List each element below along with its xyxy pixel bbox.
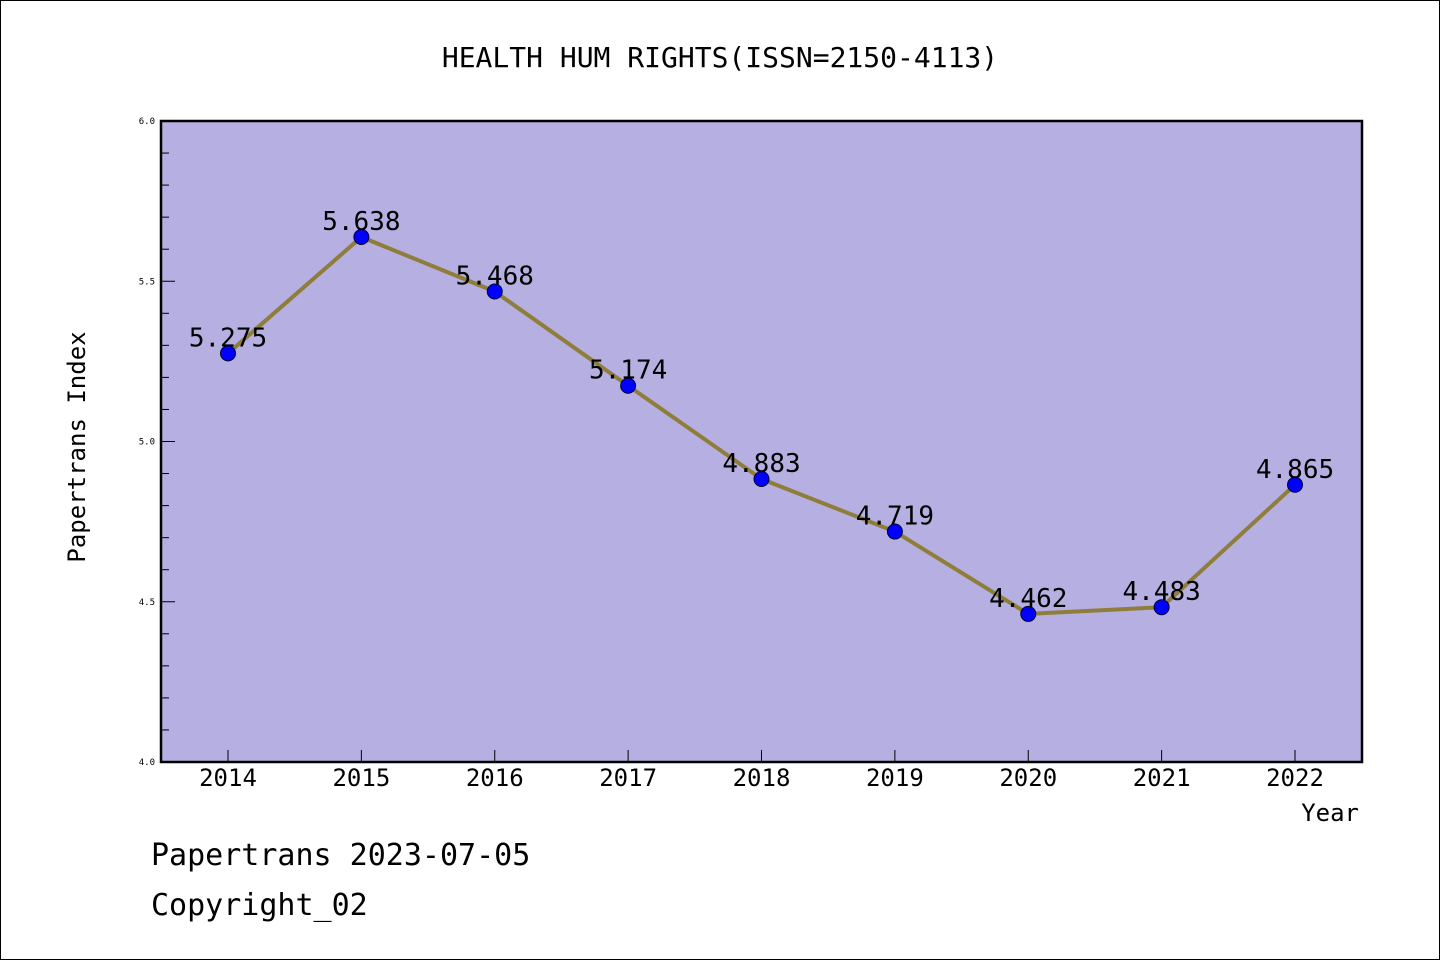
x-tick-label: 2014 <box>199 764 257 792</box>
data-point <box>1153 599 1170 616</box>
x-tick-label: 2015 <box>332 764 390 792</box>
y-tick-label: 6.0 <box>139 117 155 127</box>
data-label: 4.865 <box>1256 455 1334 485</box>
y-axis: 4.0 4.5 5.0 5.5 6.0 <box>139 117 175 768</box>
data-label: 5.638 <box>322 207 400 237</box>
data-point <box>486 283 503 300</box>
plot-area <box>161 121 1362 762</box>
data-label: 4.883 <box>722 449 800 479</box>
x-axis-label: Year <box>1301 799 1359 827</box>
x-tick-label: 2018 <box>733 764 791 792</box>
y-tick-label: 4.0 <box>139 758 155 768</box>
y-tick-label: 4.5 <box>139 598 155 608</box>
data-labels: 5.275 5.638 5.468 5.174 4.883 4.719 4.462 4.483… <box>189 207 1334 614</box>
x-tick-label: 2019 <box>866 764 924 792</box>
data-point <box>353 229 370 246</box>
data-label: 5.275 <box>189 323 267 353</box>
x-tick-label: 2020 <box>999 764 1057 792</box>
data-label: 4.719 <box>856 502 934 532</box>
x-tick-label: 2016 <box>466 764 524 792</box>
data-point <box>886 523 903 540</box>
chart-title: HEALTH HUM RIGHTS(ISSN=2150-4113) <box>442 41 998 74</box>
y-tick-label: 5.0 <box>139 438 155 448</box>
x-tick-label: 2017 <box>599 764 657 792</box>
data-label: 5.174 <box>589 356 667 386</box>
data-label: 4.483 <box>1122 577 1200 607</box>
data-point <box>1287 476 1303 493</box>
x-tick-label: 2022 <box>1266 764 1324 792</box>
data-point <box>620 377 637 394</box>
footer-date: Papertrans 2023-07-05 <box>151 838 530 873</box>
footer-copyright: Copyright_02 <box>151 888 368 923</box>
data-label: 5.468 <box>456 262 534 292</box>
x-tick-label: 2021 <box>1133 764 1191 792</box>
data-label: 4.462 <box>989 584 1067 614</box>
data-point <box>753 470 770 487</box>
data-point <box>1020 605 1037 622</box>
y-axis-label: Papertrans Index <box>63 331 91 562</box>
y-tick-label: 5.5 <box>139 277 155 287</box>
plot-frame <box>159 119 1364 764</box>
data-points <box>220 229 1303 622</box>
x-axis: 2014 2015 2016 2017 2018 2019 2020 2021 2022 <box>199 750 1324 792</box>
data-point <box>220 345 236 362</box>
